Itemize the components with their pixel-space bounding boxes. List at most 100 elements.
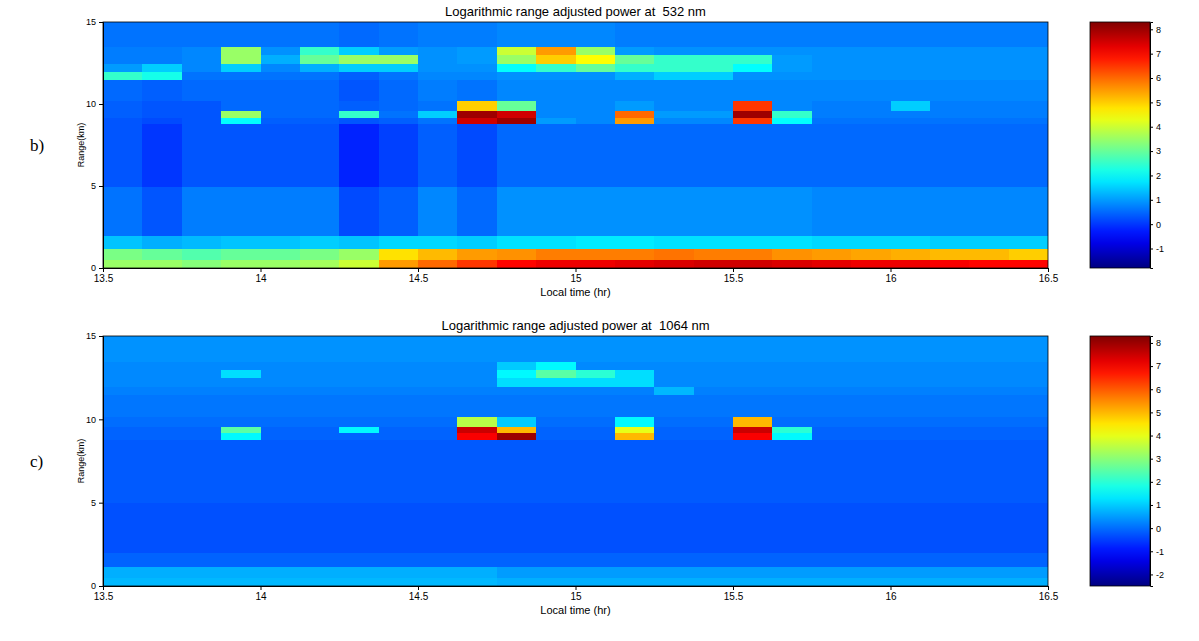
cell [654, 22, 694, 47]
cell [497, 578, 537, 586]
colorbar-tick-label: 2 [1156, 171, 1161, 181]
cell [418, 235, 458, 249]
cell [694, 378, 734, 387]
cell [615, 378, 655, 387]
cell [536, 63, 576, 72]
cell [812, 111, 852, 118]
cell [142, 248, 182, 260]
cell [261, 416, 301, 427]
cell [103, 378, 143, 387]
cell [772, 369, 812, 378]
cell [576, 260, 616, 268]
cell [930, 433, 970, 440]
cell [379, 79, 419, 101]
cell [103, 63, 143, 72]
cell [339, 369, 379, 378]
cell [142, 386, 182, 395]
cell [379, 63, 419, 72]
colorbar-tick: 3 [1150, 454, 1161, 464]
cell [733, 63, 773, 72]
cell [497, 426, 537, 433]
cell [891, 71, 931, 80]
cell [694, 117, 734, 124]
cell [576, 101, 616, 111]
cell [615, 117, 655, 124]
cell [339, 71, 379, 80]
cell [772, 566, 812, 578]
cell [379, 186, 419, 236]
cell [457, 378, 497, 387]
cell [812, 336, 852, 362]
colorbar-tick: -2 [1150, 570, 1164, 580]
cell [142, 186, 182, 236]
colorbar-tick-mark [1150, 366, 1153, 367]
cell [182, 566, 222, 578]
cell [182, 394, 222, 416]
cell [379, 369, 419, 378]
cell [182, 426, 222, 433]
cell [379, 439, 419, 503]
cell [615, 55, 655, 64]
cell [418, 71, 458, 80]
cell [182, 553, 222, 567]
cell [733, 186, 773, 236]
cell [576, 433, 616, 440]
cell [733, 553, 773, 567]
cell [930, 235, 970, 249]
y-tick: 5 [91, 498, 103, 508]
cell [654, 566, 694, 578]
colorbar-tick-label: 4 [1156, 122, 1161, 132]
cell [261, 55, 301, 64]
colorbar-tick: 1 [1150, 500, 1161, 510]
x-tick-mark [891, 268, 892, 272]
cell [418, 22, 458, 47]
cell [576, 111, 616, 118]
cell [261, 439, 301, 503]
cell [379, 47, 419, 56]
colorbar-tick-label: 0 [1156, 220, 1161, 230]
cell [969, 101, 1009, 111]
cell [221, 553, 261, 567]
cell [891, 578, 931, 586]
cell [772, 394, 812, 416]
cell [221, 235, 261, 249]
cell [182, 260, 222, 268]
cell [300, 55, 340, 64]
cell [576, 369, 616, 378]
cell [418, 553, 458, 567]
cell [891, 117, 931, 124]
cell [103, 111, 143, 118]
cell [457, 426, 497, 433]
cell [300, 369, 340, 378]
cell [536, 186, 576, 236]
x-tick: 14 [255, 586, 267, 602]
x-tick-mark [418, 586, 419, 590]
cell [812, 22, 852, 47]
cell [576, 426, 616, 433]
cell [930, 117, 970, 124]
cell [418, 260, 458, 268]
cell [536, 71, 576, 80]
cell [221, 439, 261, 503]
cell [851, 260, 891, 268]
cell [812, 503, 852, 553]
cell [891, 101, 931, 111]
y-tick: 10 [86, 99, 103, 109]
cell [261, 369, 301, 378]
cell [969, 566, 1009, 578]
cell [339, 117, 379, 124]
cell [142, 22, 182, 47]
cell [182, 439, 222, 503]
cell [812, 578, 852, 586]
cell [379, 117, 419, 124]
cell [1009, 553, 1048, 567]
colorbar-tick-mark [1150, 459, 1153, 460]
cell [851, 361, 891, 370]
cell [418, 378, 458, 387]
cell [142, 55, 182, 64]
cell [261, 47, 301, 56]
cell [142, 416, 182, 427]
cell [891, 426, 931, 433]
cell [969, 503, 1009, 553]
cell [339, 47, 379, 56]
